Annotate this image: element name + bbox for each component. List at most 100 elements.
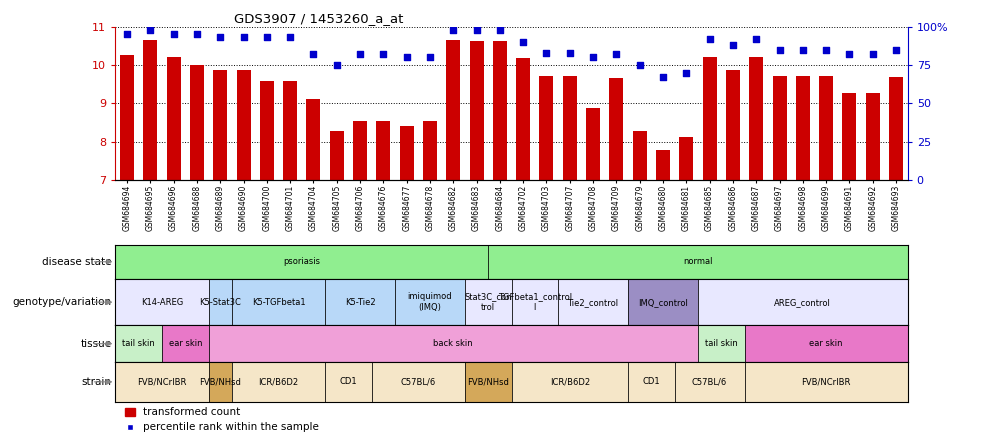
Bar	[446, 40, 460, 180]
Point	[445, 26, 461, 33]
Bar	[488, 245, 907, 279]
Bar	[842, 93, 856, 180]
Text: FVB/NHsd: FVB/NHsd	[199, 377, 240, 386]
Text: ICR/B6D2: ICR/B6D2	[549, 377, 589, 386]
Point	[212, 34, 228, 41]
Point	[515, 39, 531, 46]
Point	[701, 36, 717, 43]
Bar	[516, 58, 530, 180]
Text: tail skin: tail skin	[122, 339, 155, 348]
Bar	[469, 41, 483, 180]
Point	[724, 42, 740, 49]
Text: tail skin: tail skin	[704, 339, 736, 348]
Bar	[231, 279, 325, 325]
Bar	[330, 131, 344, 180]
Bar	[372, 362, 465, 402]
Bar	[260, 81, 274, 180]
Bar	[236, 70, 250, 180]
Bar	[231, 362, 325, 402]
Point	[584, 54, 600, 61]
Point	[841, 51, 857, 58]
Bar	[888, 77, 902, 180]
Bar	[189, 65, 203, 180]
Point	[259, 34, 275, 41]
Bar	[307, 99, 320, 180]
Text: Stat3C_con
trol: Stat3C_con trol	[464, 293, 511, 312]
Point	[188, 31, 204, 38]
Legend: transformed count, percentile rank within the sample: transformed count, percentile rank withi…	[120, 403, 324, 436]
Bar	[674, 362, 743, 402]
Text: GDS3907 / 1453260_a_at: GDS3907 / 1453260_a_at	[234, 12, 403, 25]
Point	[561, 49, 577, 56]
Bar	[492, 41, 506, 180]
Text: FVB/NCrIBR: FVB/NCrIBR	[137, 377, 186, 386]
Bar	[539, 76, 553, 180]
Point	[491, 26, 507, 33]
Point	[282, 34, 298, 41]
Point	[631, 62, 647, 69]
Point	[422, 54, 438, 61]
Bar	[697, 279, 907, 325]
Point	[654, 74, 670, 81]
Point	[306, 51, 322, 58]
Bar	[511, 362, 627, 402]
Bar	[655, 151, 669, 180]
Text: ear skin: ear skin	[809, 339, 842, 348]
Bar	[557, 279, 627, 325]
Bar	[115, 245, 488, 279]
Text: Tie2_control: Tie2_control	[567, 297, 618, 307]
Text: genotype/variation: genotype/variation	[12, 297, 111, 307]
Bar	[325, 362, 372, 402]
Point	[468, 26, 484, 33]
Bar	[208, 279, 231, 325]
Text: C57BL/6: C57BL/6	[691, 377, 726, 386]
Bar	[562, 76, 576, 180]
Bar	[743, 362, 907, 402]
Bar	[795, 76, 809, 180]
Bar	[115, 362, 208, 402]
Text: K5-Tie2: K5-Tie2	[345, 297, 375, 307]
Bar	[865, 93, 879, 180]
Text: CD1: CD1	[340, 377, 357, 386]
Point	[677, 69, 693, 76]
Bar	[585, 108, 599, 180]
Text: AREG_control: AREG_control	[774, 297, 831, 307]
Point	[142, 26, 158, 33]
Text: TGFbeta1_control
l: TGFbeta1_control l	[497, 293, 571, 312]
Bar	[213, 70, 227, 180]
Bar	[743, 325, 907, 362]
Text: FVB/NCrIBR: FVB/NCrIBR	[801, 377, 850, 386]
Bar	[609, 79, 623, 180]
Point	[818, 46, 834, 53]
Bar	[143, 40, 157, 180]
Point	[398, 54, 414, 61]
Bar	[120, 55, 134, 180]
Bar	[283, 81, 297, 180]
Point	[165, 31, 181, 38]
Point	[771, 46, 787, 53]
Text: ear skin: ear skin	[168, 339, 201, 348]
Point	[747, 36, 764, 43]
Bar	[325, 279, 395, 325]
Point	[538, 49, 554, 56]
Bar	[465, 279, 511, 325]
Bar	[819, 76, 833, 180]
Bar	[725, 70, 739, 180]
Bar	[697, 325, 743, 362]
Text: imiquimod
(IMQ): imiquimod (IMQ)	[407, 293, 452, 312]
Bar	[376, 121, 390, 180]
Bar	[166, 56, 180, 180]
Bar	[115, 279, 208, 325]
Text: K5-Stat3C: K5-Stat3C	[199, 297, 240, 307]
Text: tissue: tissue	[80, 339, 111, 349]
Point	[794, 46, 810, 53]
Bar	[423, 121, 437, 180]
Bar	[772, 76, 786, 180]
Bar	[465, 362, 511, 402]
Point	[352, 51, 368, 58]
Bar	[702, 56, 715, 180]
Bar	[399, 126, 413, 180]
Text: disease state: disease state	[42, 257, 111, 267]
Text: CD1: CD1	[642, 377, 659, 386]
Bar	[395, 279, 465, 325]
